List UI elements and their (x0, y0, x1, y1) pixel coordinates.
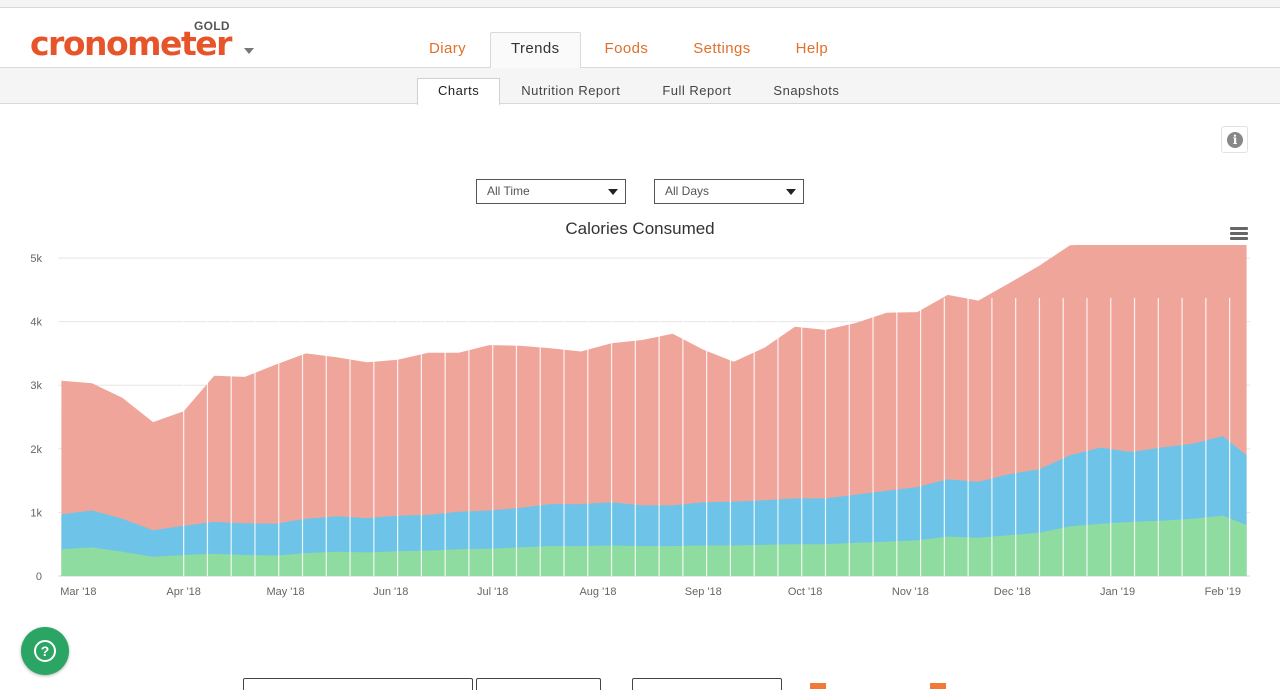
chevron-down-icon[interactable] (244, 48, 254, 54)
info-icon: i (1227, 132, 1243, 148)
sub-tab-full-report[interactable]: Full Report (662, 83, 732, 98)
top-edge (0, 0, 1280, 8)
x-tick-label: Jul '18 (477, 586, 508, 598)
main-navigation: Diary Trends Foods Settings Help (408, 32, 852, 69)
x-tick-label: Feb '19 (1205, 586, 1241, 598)
x-tick-label: Dec '18 (994, 586, 1031, 598)
x-tick-label: Aug '18 (579, 586, 616, 598)
cronometer-logo[interactable]: cronometer GOLD (30, 16, 260, 66)
nav-tab-trends[interactable]: Trends (490, 32, 581, 69)
dropdown-arrow-icon (786, 189, 796, 195)
date-range-value: All Time (487, 184, 530, 198)
x-tick-label: Jun '18 (373, 586, 408, 598)
lower-control-stub (632, 678, 782, 690)
x-tick-label: Apr '18 (166, 586, 201, 598)
legend-swatch-stub (930, 683, 946, 689)
app-header: cronometer GOLD Diary Trends Foods Settings… (0, 8, 1280, 69)
days-filter-select[interactable]: All Days (654, 179, 804, 204)
sub-tab-nutrition-report[interactable]: Nutrition Report (521, 83, 621, 98)
logo-wordmark: cronometer (30, 24, 232, 63)
series-area (61, 515, 1247, 576)
y-tick-label: 5k (30, 253, 42, 265)
y-tick-label: 3k (30, 380, 42, 392)
help-question-icon: ? (34, 640, 56, 662)
y-tick-label: 2k (30, 444, 42, 456)
nav-tab-settings[interactable]: Settings (693, 40, 751, 57)
x-tick-label: Sep '18 (685, 586, 722, 598)
info-button[interactable]: i (1221, 126, 1248, 153)
x-tick-label: Mar '18 (60, 586, 96, 598)
y-tick-label: 1k (30, 507, 42, 519)
nav-tab-diary[interactable]: Diary (429, 40, 467, 57)
nav-tab-help[interactable]: Help (795, 40, 829, 57)
days-filter-value: All Days (665, 184, 710, 198)
sub-navigation-bar: Charts Nutrition Report Full Report Snapsho… (0, 68, 1280, 105)
date-range-select[interactable]: All Time (476, 179, 626, 204)
nav-tab-foods[interactable]: Foods (604, 40, 649, 57)
help-button[interactable]: ? (21, 627, 69, 675)
dropdown-arrow-icon (608, 189, 618, 195)
chart-title: Calories Consumed (565, 219, 715, 238)
sub-tab-charts[interactable]: Charts (417, 78, 501, 105)
legend-swatch-stub (810, 683, 826, 689)
y-tick-label: 0 (36, 571, 42, 583)
sub-navigation: Charts Nutrition Report Full Report Snapsho… (417, 78, 860, 105)
sub-tab-snapshots[interactable]: Snapshots (773, 83, 840, 98)
gold-badge: GOLD (194, 19, 230, 33)
x-tick-label: May '18 (266, 586, 304, 598)
hamburger-menu-icon[interactable] (1230, 227, 1248, 241)
x-tick-label: Jan '19 (1100, 586, 1135, 598)
calories-area-chart: 0 1k 2k 3k 4k 5k Mar '18 Apr '18 May '18 Jun '18 J… (30, 245, 1250, 598)
lower-control-stub (476, 678, 601, 690)
x-tick-label: Oct '18 (788, 586, 823, 598)
lower-control-stub (243, 678, 473, 690)
x-tick-label: Nov '18 (892, 586, 929, 598)
y-tick-label: 4k (30, 317, 42, 329)
